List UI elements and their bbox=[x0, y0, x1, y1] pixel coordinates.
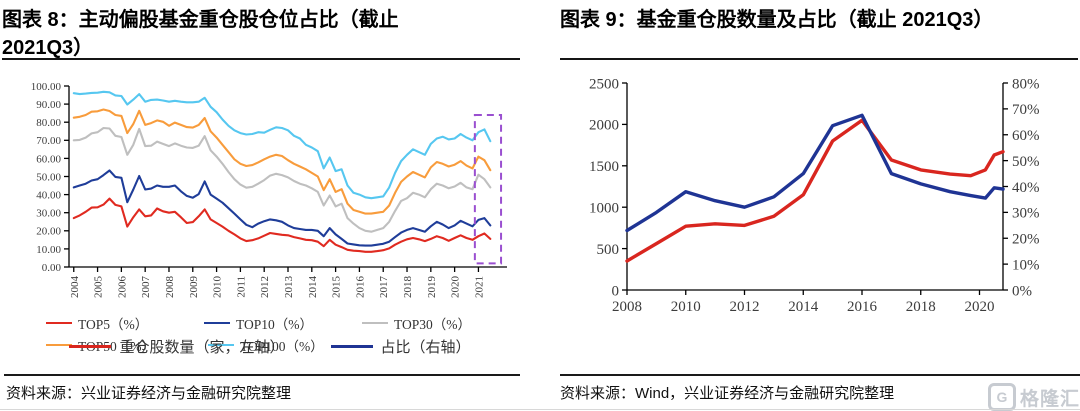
svg-text:30.00: 30.00 bbox=[36, 208, 61, 220]
svg-text:2004: 2004 bbox=[69, 276, 81, 299]
legend-item-top5: TOP5（%） bbox=[46, 313, 204, 333]
legend-line-top30 bbox=[362, 321, 388, 325]
svg-text:40.00: 40.00 bbox=[36, 189, 61, 201]
svg-text:2012: 2012 bbox=[730, 299, 760, 315]
svg-text:2006: 2006 bbox=[116, 276, 128, 299]
svg-text:1000: 1000 bbox=[589, 200, 619, 216]
legend-item-top10: TOP10（%） bbox=[204, 313, 362, 333]
legend-label-holdings-count: 重仓股数量（家，左轴） bbox=[119, 339, 285, 356]
legend-line-top10 bbox=[204, 321, 230, 325]
legend-label-top50: TOP50（%） bbox=[78, 339, 156, 354]
figure8-legend-row-1: TOP5（%） TOP10（%） TOP30（%） bbox=[46, 312, 520, 334]
figure8-title: 图表 8：主动偏股基金重仓股仓位占比（截止 2021Q3） bbox=[2, 6, 520, 60]
svg-text:2005: 2005 bbox=[93, 276, 105, 299]
svg-text:2016: 2016 bbox=[354, 276, 366, 299]
svg-text:10.00: 10.00 bbox=[36, 244, 61, 256]
figure8-line-chart: 0.00 10.00 20.00 30.00 40.00 50.00 60.00 70.00 8… bbox=[31, 81, 507, 299]
legend-line-ratio bbox=[330, 344, 373, 349]
svg-text:2018: 2018 bbox=[906, 299, 936, 315]
svg-text:2500: 2500 bbox=[589, 76, 619, 92]
legend-item-top30: TOP30（%） bbox=[362, 313, 520, 333]
svg-text:2018: 2018 bbox=[402, 276, 414, 299]
svg-text:20%: 20% bbox=[1012, 232, 1040, 248]
gelonghui-logo: G 格隆汇 bbox=[987, 383, 1080, 411]
legend-label-ratio: 占比（右轴） bbox=[380, 339, 471, 356]
figure9-legend: 重仓股数量（家，左轴） 占比（右轴） bbox=[20, 336, 520, 357]
svg-text:2010: 2010 bbox=[671, 299, 701, 315]
svg-text:0: 0 bbox=[612, 283, 620, 299]
legend-item-top100: TOP100（%） bbox=[208, 335, 370, 355]
svg-text:2020: 2020 bbox=[965, 299, 995, 315]
svg-text:10%: 10% bbox=[1012, 257, 1040, 273]
svg-text:0.00: 0.00 bbox=[42, 262, 62, 274]
gelonghui-logo-icon: G bbox=[987, 383, 1016, 411]
svg-text:500: 500 bbox=[597, 242, 620, 258]
svg-text:2014: 2014 bbox=[788, 299, 819, 315]
svg-text:60%: 60% bbox=[1012, 128, 1040, 144]
svg-text:2019: 2019 bbox=[426, 276, 438, 299]
svg-text:80.00: 80.00 bbox=[36, 117, 61, 129]
svg-text:2013: 2013 bbox=[283, 276, 295, 299]
figure9-title: 图表 9：基金重仓股数量及占比（截止 2021Q3） bbox=[560, 6, 1078, 60]
legend-item-holdings-count: 重仓股数量（家，左轴） bbox=[69, 336, 285, 357]
svg-text:20.00: 20.00 bbox=[36, 226, 61, 238]
svg-text:50.00: 50.00 bbox=[36, 171, 61, 183]
svg-text:2011: 2011 bbox=[235, 276, 247, 298]
svg-text:80%: 80% bbox=[1012, 76, 1040, 92]
legend-label-top5: TOP5（%） bbox=[78, 317, 149, 332]
svg-text:90.00: 90.00 bbox=[36, 99, 61, 111]
svg-text:2010: 2010 bbox=[212, 276, 224, 299]
svg-text:2017: 2017 bbox=[378, 276, 390, 299]
svg-text:40%: 40% bbox=[1012, 180, 1040, 196]
legend-label-top10: TOP10（%） bbox=[236, 317, 314, 332]
legend-label-top100: TOP100（%） bbox=[240, 339, 324, 354]
svg-text:2021: 2021 bbox=[473, 276, 485, 298]
svg-text:100.00: 100.00 bbox=[31, 81, 62, 93]
figure8-source: 资料来源：兴业证券经济与金融研究院整理 bbox=[4, 374, 520, 403]
svg-text:2014: 2014 bbox=[307, 276, 319, 299]
svg-text:2016: 2016 bbox=[847, 299, 878, 315]
legend-line-holdings-count bbox=[69, 344, 112, 349]
svg-text:2012: 2012 bbox=[259, 276, 271, 298]
svg-text:30%: 30% bbox=[1012, 206, 1040, 222]
svg-text:70.00: 70.00 bbox=[36, 135, 61, 147]
figure9-source-row: 资料来源：Wind，兴业证券经济与金融研究院整理 G 格隆汇 bbox=[560, 374, 1080, 411]
svg-text:50%: 50% bbox=[1012, 154, 1040, 170]
legend-item-ratio: 占比（右轴） bbox=[330, 336, 471, 357]
figure9-source: 资料来源：Wind，兴业证券经济与金融研究院整理 bbox=[560, 385, 895, 402]
svg-text:1500: 1500 bbox=[589, 159, 619, 175]
legend-line-top5 bbox=[46, 321, 72, 325]
legend-line-top100 bbox=[208, 343, 234, 347]
legend-label-top30: TOP30（%） bbox=[394, 317, 472, 332]
figure8-legend: TOP5（%） TOP10（%） TOP30（%） TOP50（%） TOP10… bbox=[46, 312, 520, 356]
svg-text:2020: 2020 bbox=[450, 276, 462, 299]
svg-text:2008: 2008 bbox=[164, 276, 176, 299]
svg-text:2015: 2015 bbox=[331, 276, 343, 299]
svg-text:2009: 2009 bbox=[188, 276, 200, 299]
svg-text:2000: 2000 bbox=[589, 118, 619, 134]
svg-text:60.00: 60.00 bbox=[36, 153, 61, 165]
svg-text:0%: 0% bbox=[1012, 283, 1032, 299]
gelonghui-logo-text: 格隆汇 bbox=[1019, 388, 1080, 410]
figure9-line-chart: 0 500 1000 1500 2000 2500 0% 10% 20% 30% 40% 50% 60%… bbox=[589, 76, 1040, 315]
legend-item-top50: TOP50（%） bbox=[46, 335, 208, 355]
svg-text:2007: 2007 bbox=[140, 276, 152, 299]
svg-text:70%: 70% bbox=[1012, 102, 1040, 118]
page-bottom-divider bbox=[0, 409, 1080, 410]
legend-line-top50 bbox=[46, 343, 72, 347]
figure8-legend-row-2: TOP50（%） TOP100（%） bbox=[46, 334, 520, 356]
svg-text:2008: 2008 bbox=[612, 299, 642, 315]
